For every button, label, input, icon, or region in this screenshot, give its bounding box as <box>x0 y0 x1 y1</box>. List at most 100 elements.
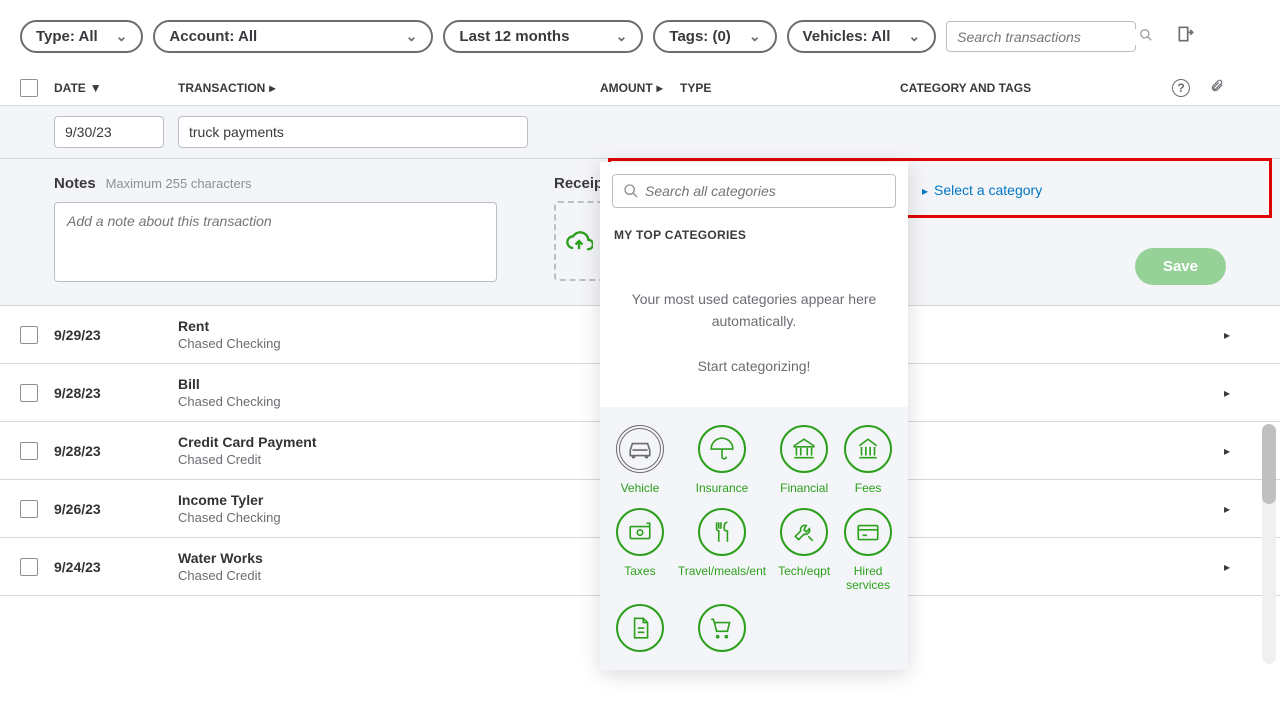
category-popup: MY TOP CATEGORIES Your most used categor… <box>600 162 908 670</box>
category-label: Taxes <box>624 564 655 578</box>
bank-icon <box>780 425 828 473</box>
vehicle-icon <box>616 425 664 473</box>
header-transaction[interactable]: TRANSACTION▸ <box>178 81 600 95</box>
select-category-link[interactable]: ▸ Select a category <box>922 182 1042 198</box>
category-label: Fees <box>855 481 882 495</box>
category-hired[interactable]: Hired services <box>836 502 900 599</box>
row-name: Credit Card Payment <box>178 434 600 450</box>
category-more1[interactable] <box>608 598 672 658</box>
row-account: Chased Credit <box>178 452 600 467</box>
row-checkbox[interactable] <box>20 558 38 576</box>
row-account: Chased Checking <box>178 336 600 351</box>
expand-icon[interactable]: ▸ <box>1224 502 1230 516</box>
chevron-down-icon: ⌄ <box>406 28 418 45</box>
header-date[interactable]: DATE▼ <box>38 81 178 95</box>
header-category: CATEGORY AND TAGS ? <box>900 78 1260 97</box>
attachment-icon[interactable] <box>1210 78 1224 97</box>
select-all-checkbox[interactable] <box>20 79 38 97</box>
receipt-dropzone[interactable] <box>554 201 604 281</box>
category-tech[interactable]: Tech/eqpt <box>772 502 836 599</box>
sort-desc-icon: ▼ <box>90 81 102 95</box>
category-vehicle[interactable]: Vehicle <box>608 419 672 501</box>
chevron-down-icon: ⌄ <box>116 28 128 45</box>
category-label: Travel/meals/ent <box>678 564 766 578</box>
search-transactions[interactable] <box>946 21 1136 52</box>
row-account: Chased Checking <box>178 394 600 409</box>
category-label: Vehicle <box>621 481 660 495</box>
row-name: Water Works <box>178 550 600 566</box>
column-icon <box>844 425 892 473</box>
chevron-down-icon: ⌄ <box>616 28 628 45</box>
category-label: Financial <box>780 481 828 495</box>
transaction-input[interactable] <box>178 116 528 148</box>
upload-cloud-icon <box>565 227 593 255</box>
filter-period[interactable]: Last 12 months ⌄ <box>443 20 643 53</box>
caret-right-icon: ▸ <box>269 81 275 95</box>
filter-type[interactable]: Type: All ⌄ <box>20 20 143 53</box>
category-search-input[interactable] <box>645 183 885 199</box>
row-checkbox[interactable] <box>20 500 38 518</box>
category-label: Hired services <box>842 564 894 593</box>
row-name: Bill <box>178 376 600 392</box>
row-account: Chased Credit <box>178 568 600 583</box>
category-fees[interactable]: Fees <box>836 419 900 501</box>
category-financial[interactable]: Financial <box>772 419 836 501</box>
filter-tags[interactable]: Tags: (0)⌄ <box>653 20 776 53</box>
search-input[interactable] <box>957 29 1139 45</box>
help-icon[interactable]: ? <box>1172 79 1190 97</box>
category-more2[interactable] <box>672 598 772 658</box>
save-button[interactable]: Save <box>1135 248 1226 285</box>
scrollbar-thumb[interactable] <box>1262 424 1276 504</box>
active-transaction-row <box>0 106 1280 159</box>
scrollbar[interactable] <box>1262 424 1276 664</box>
expand-icon[interactable]: ▸ <box>1224 444 1230 458</box>
expand-icon[interactable]: ▸ <box>1224 386 1230 400</box>
filter-account-label: Account: All <box>169 28 257 45</box>
search-icon <box>623 183 639 199</box>
row-checkbox[interactable] <box>20 326 38 344</box>
caret-right-icon: ▸ <box>922 184 928 198</box>
filter-vehicles[interactable]: Vehicles: All ⌄ <box>787 20 937 53</box>
notes-textarea[interactable] <box>54 202 497 282</box>
chevron-down-icon: ⌄ <box>749 28 761 45</box>
row-date: 9/24/23 <box>38 559 178 575</box>
category-label: Tech/eqpt <box>778 564 830 578</box>
category-search[interactable] <box>612 174 896 208</box>
row-account: Chased Checking <box>178 510 600 525</box>
category-label: Insurance <box>696 481 749 495</box>
category-insurance[interactable]: Insurance <box>672 419 772 501</box>
filter-type-label: Type: All <box>36 28 98 45</box>
popup-msg-line2: Start categorizing! <box>630 355 878 377</box>
caret-right-icon: ▸ <box>657 81 663 95</box>
category-travel[interactable]: Travel/meals/ent <box>672 502 772 599</box>
header-type: TYPE <box>680 81 900 95</box>
filter-period-label: Last 12 months <box>459 28 569 45</box>
notes-sublabel: Maximum 255 characters <box>106 176 252 191</box>
umbrella-icon <box>698 425 746 473</box>
expand-icon[interactable]: ▸ <box>1224 328 1230 342</box>
header-amount[interactable]: AMOUNT▸ <box>600 81 680 95</box>
notes-label: Notes <box>54 175 96 192</box>
popup-message: Your most used categories appear here au… <box>600 248 908 407</box>
row-checkbox[interactable] <box>20 442 38 460</box>
popup-title: MY TOP CATEGORIES <box>600 220 908 248</box>
chevron-down-icon: ⌄ <box>908 28 920 45</box>
filter-account[interactable]: Account: All ⌄ <box>153 20 433 53</box>
cart-icon <box>698 604 746 652</box>
export-icon[interactable] <box>1176 24 1196 50</box>
card-icon <box>844 508 892 556</box>
popup-msg-line1: Your most used categories appear here au… <box>630 288 878 333</box>
filter-toolbar: Type: All ⌄ Account: All ⌄ Last 12 months ⌄… <box>0 0 1280 68</box>
date-input[interactable] <box>54 116 164 148</box>
fork-knife-icon <box>698 508 746 556</box>
expand-icon[interactable]: ▸ <box>1224 560 1230 574</box>
row-date: 9/29/23 <box>38 327 178 343</box>
category-taxes[interactable]: Taxes <box>608 502 672 599</box>
row-date: 9/28/23 <box>38 385 178 401</box>
select-category-text[interactable]: Select a category <box>934 182 1042 198</box>
filter-vehicles-label: Vehicles: All <box>803 28 891 45</box>
row-name: Income Tyler <box>178 492 600 508</box>
row-date: 9/28/23 <box>38 443 178 459</box>
wrench-icon <box>780 508 828 556</box>
row-checkbox[interactable] <box>20 384 38 402</box>
